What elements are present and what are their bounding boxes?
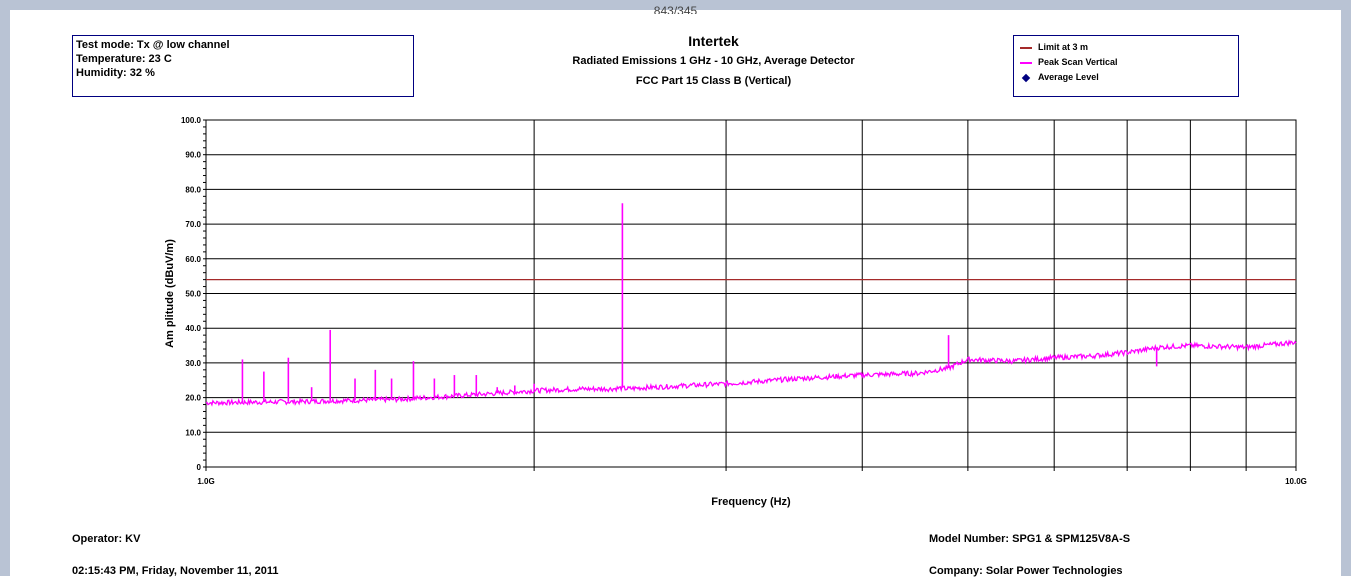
- model-number-text: Model Number: SPG1 & SPM125V8A-S: [929, 533, 1131, 545]
- test-mode-text: Test mode: Tx @ low channel: [76, 39, 230, 51]
- legend-item-peak: Peak Scan Vertical: [1020, 55, 1232, 70]
- y-tick-label-8: 80.0: [185, 185, 201, 194]
- company-text: Company: Solar Power Technologies: [929, 565, 1123, 577]
- y-tick-label-1: 10.0: [185, 428, 201, 437]
- y-tick-label-6: 60.0: [185, 255, 201, 264]
- legend: Limit at 3 m Peak Scan Vertical Average …: [1013, 35, 1239, 97]
- emissions-chart: 0 10.0 20.0 30.0 40.0 50.0 60.0 70.0 80.0 90.0 100…: [164, 116, 1307, 508]
- y-tick-label-5: 50.0: [185, 290, 201, 299]
- chart-subtitle-1: Radiated Emissions 1 GHz - 10 GHz, Avera…: [572, 55, 855, 67]
- y-tick-label-3: 30.0: [185, 359, 201, 368]
- y-tick-label-4: 40.0: [185, 324, 201, 333]
- legend-label-peak: Peak Scan Vertical: [1038, 57, 1118, 67]
- humidity-text: Humidity: 32 %: [76, 67, 155, 79]
- chart-title: Intertek: [688, 33, 739, 49]
- plot-border: [205, 119, 1297, 468]
- chart-titles: Intertek Radiated Emissions 1 GHz - 10 G…: [414, 31, 1013, 91]
- top-caption: 843/345: [653, 4, 698, 14]
- y-tick-label-2: 20.0: [185, 394, 201, 403]
- report-page: 843/345 Test mode: Tx @ low channel Temp…: [10, 4, 1341, 577]
- x-tick-label-1: 10.0G: [1285, 477, 1307, 486]
- operator-text: Operator: KV: [72, 533, 141, 545]
- y-tick-label-0: 0: [197, 463, 202, 472]
- datetime-text: 02:15:43 PM, Friday, November 11, 2011: [72, 565, 279, 577]
- peak-scan-line: [205, 339, 1297, 407]
- x-axis-label: Frequency (Hz): [711, 496, 791, 508]
- temperature-text: Temperature: 23 C: [76, 53, 172, 65]
- test-info-box: Test mode: Tx @ low channel Temperature:…: [72, 35, 414, 97]
- legend-swatch-peak: [1020, 61, 1032, 64]
- legend-swatch-limit: [1020, 46, 1032, 49]
- y-axis-label: Am plitude (dBuV/m): [164, 239, 176, 348]
- legend-item-limit: Limit at 3 m: [1020, 40, 1232, 55]
- x-tick-label-0: 1.0G: [197, 477, 214, 486]
- y-tick-label-9: 90.0: [185, 151, 201, 160]
- legend-label-average: Average Level: [1038, 72, 1099, 82]
- chart-subtitle-2: FCC Part 15 Class B (Vertical): [635, 75, 792, 87]
- legend-label-limit: Limit at 3 m: [1038, 42, 1089, 52]
- y-tick-label-10: 100.0: [181, 116, 202, 125]
- legend-item-average: Average Level: [1020, 70, 1232, 85]
- y-tick-label-7: 70.0: [185, 220, 201, 229]
